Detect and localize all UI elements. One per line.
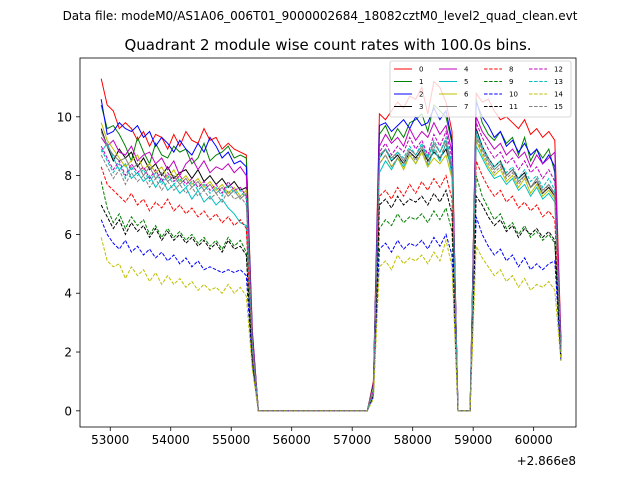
legend-label-11: 11: [509, 103, 518, 111]
y-tick-label: 8: [64, 169, 72, 183]
legend-label-14: 14: [554, 91, 563, 99]
plot-frame: [79, 57, 577, 428]
legend-label-2: 2: [419, 91, 423, 99]
y-tick-label: 10: [57, 110, 72, 124]
x-tick-label: 60000: [515, 433, 553, 447]
series-lines: [100, 78, 562, 412]
y-tick-label: 6: [64, 228, 72, 242]
y-tick-label: 4: [64, 287, 72, 301]
legend-label-12: 12: [554, 66, 563, 74]
x-tick-label: 53000: [91, 433, 129, 447]
legend-label-1: 1: [419, 78, 423, 86]
series-line-14: [100, 237, 562, 412]
x-axis: 53000 54000 55000 56000 57000 58000 59000 60000: [91, 427, 553, 447]
x-tick-label: 56000: [273, 433, 311, 447]
chart-title: Quadrant 2 module wise count rates with …: [124, 36, 531, 54]
legend-box: [389, 60, 572, 118]
legend-label-0: 0: [419, 66, 423, 74]
legend-label-6: 6: [464, 91, 469, 99]
y-tick-label: 2: [64, 346, 72, 360]
figure-suptitle: Data file: modeM0/AS1A06_006T01_90000026…: [63, 9, 578, 23]
x-tick-label: 55000: [212, 433, 250, 447]
x-axis-offset-label: +2.866e8: [517, 454, 576, 468]
legend-label-13: 13: [554, 78, 563, 86]
legend-label-8: 8: [509, 66, 513, 74]
x-tick-label: 59000: [454, 433, 492, 447]
legend-label-5: 5: [464, 78, 468, 86]
series-line-12: [100, 122, 562, 412]
plot-area: [79, 57, 577, 428]
x-tick-label: 57000: [333, 433, 371, 447]
series-line-15: [100, 137, 562, 412]
legend-label-9: 9: [509, 78, 513, 86]
x-tick-label: 58000: [394, 433, 432, 447]
x-tick-label: 54000: [152, 433, 190, 447]
y-tick-label: 0: [64, 404, 72, 418]
legend-label-7: 7: [464, 103, 468, 111]
y-axis: 0 2 4 6 8 10: [57, 110, 80, 418]
legend-label-4: 4: [464, 66, 469, 74]
legend-label-10: 10: [509, 91, 518, 99]
legend-label-3: 3: [419, 103, 423, 111]
legend-label-15: 15: [554, 103, 563, 111]
